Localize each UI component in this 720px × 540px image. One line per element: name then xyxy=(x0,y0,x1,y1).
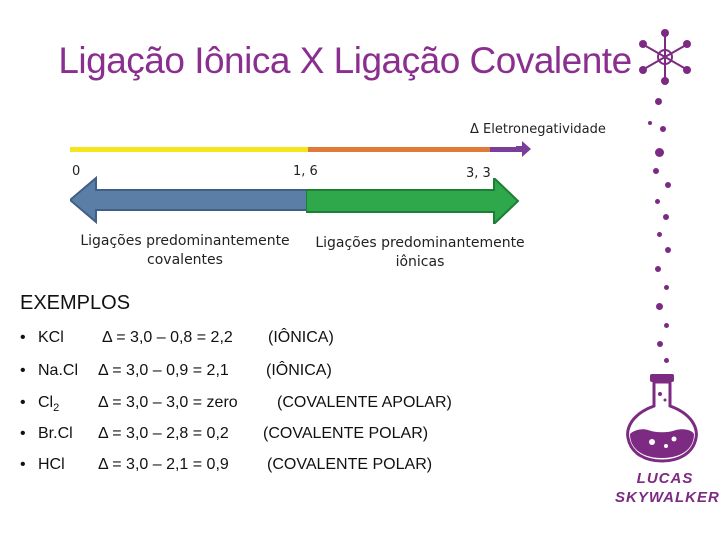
compound-subscript: 2 xyxy=(53,402,60,415)
dot xyxy=(657,341,663,347)
dot xyxy=(660,126,666,132)
compound-name-main: Cl xyxy=(38,394,54,411)
bond-type: (COVALENTE POLAR) xyxy=(267,456,433,473)
dot xyxy=(655,266,661,272)
dot xyxy=(665,247,671,253)
covalent-region-line-1: Ligações predominantemente xyxy=(80,233,290,249)
bullet: • xyxy=(20,456,26,473)
scale-bar-yellow xyxy=(70,147,308,152)
ionic-arrow xyxy=(306,178,520,224)
delta-calculation: Δ = 3,0 – 3,0 = zero xyxy=(98,394,238,411)
compound-name: Br.Cl xyxy=(38,425,73,442)
covalent-region-line-2: covalentes xyxy=(147,252,223,268)
ionic-region-label: Ligações predominantemente iônicas xyxy=(300,234,540,272)
delta-calculation: Δ = 3,0 – 2,1 = 0,9 xyxy=(98,456,229,473)
dot xyxy=(655,199,660,204)
dot xyxy=(655,98,662,105)
delta-calculation: Δ = 3,0 – 2,8 = 0,2 xyxy=(98,425,229,442)
compound-name: Na.Cl xyxy=(38,362,79,379)
bullet: • xyxy=(20,362,26,379)
atom-icon xyxy=(639,29,691,85)
compound-name: KCl xyxy=(38,329,64,346)
dot xyxy=(653,168,659,174)
delta-calculation: Δ = 3,0 – 0,9 = 2,1 xyxy=(98,362,229,379)
brand-logo-line-2: SKYWALKER xyxy=(615,489,720,506)
brand-logo-line-1: LUCAS xyxy=(636,470,694,487)
page-title: Ligação Iônica X Ligação Covalente xyxy=(58,40,632,81)
dot xyxy=(664,358,669,363)
bullet: • xyxy=(20,394,26,411)
scale-bar-violet xyxy=(490,147,520,152)
delta-electronegativity-label: Δ Eletronegatividade xyxy=(470,122,606,137)
examples-heading: EXEMPLOS xyxy=(20,292,131,314)
bond-type: (COVALENTE APOLAR) xyxy=(277,394,452,411)
bond-type: (COVALENTE POLAR) xyxy=(263,425,429,442)
brand-logo: LUCAS SKYWALKER xyxy=(615,469,720,507)
tick-label-3-3: 3, 3 xyxy=(466,166,491,181)
covalent-arrow xyxy=(70,176,309,224)
dot xyxy=(665,182,671,188)
scale-bar-orange xyxy=(308,147,520,152)
dot xyxy=(663,214,669,220)
bullet: • xyxy=(20,329,26,346)
covalent-region-label: Ligações predominantemente covalentes xyxy=(55,232,315,270)
flask-icon xyxy=(626,374,698,463)
dot xyxy=(664,323,669,328)
ionic-region-line-2: iônicas xyxy=(395,254,445,270)
bond-type: (IÔNICA) xyxy=(268,329,334,346)
tick-label-1-6: 1, 6 xyxy=(293,164,318,179)
ionic-region-line-1: Ligações predominantemente xyxy=(315,235,525,251)
scale-arrow-head xyxy=(516,141,531,157)
dot xyxy=(656,303,663,310)
tick-label-0: 0 xyxy=(72,164,81,179)
dot xyxy=(655,148,664,157)
compound-name: HCl xyxy=(38,456,65,473)
dot xyxy=(664,285,669,290)
dot xyxy=(648,121,652,125)
delta-calculation: Δ = 3,0 – 0,8 = 2,2 xyxy=(102,329,233,346)
bullet: • xyxy=(20,425,26,442)
compound-name: Cl2 xyxy=(38,394,59,414)
bond-type: (IÔNICA) xyxy=(266,362,332,379)
dot xyxy=(657,232,662,237)
